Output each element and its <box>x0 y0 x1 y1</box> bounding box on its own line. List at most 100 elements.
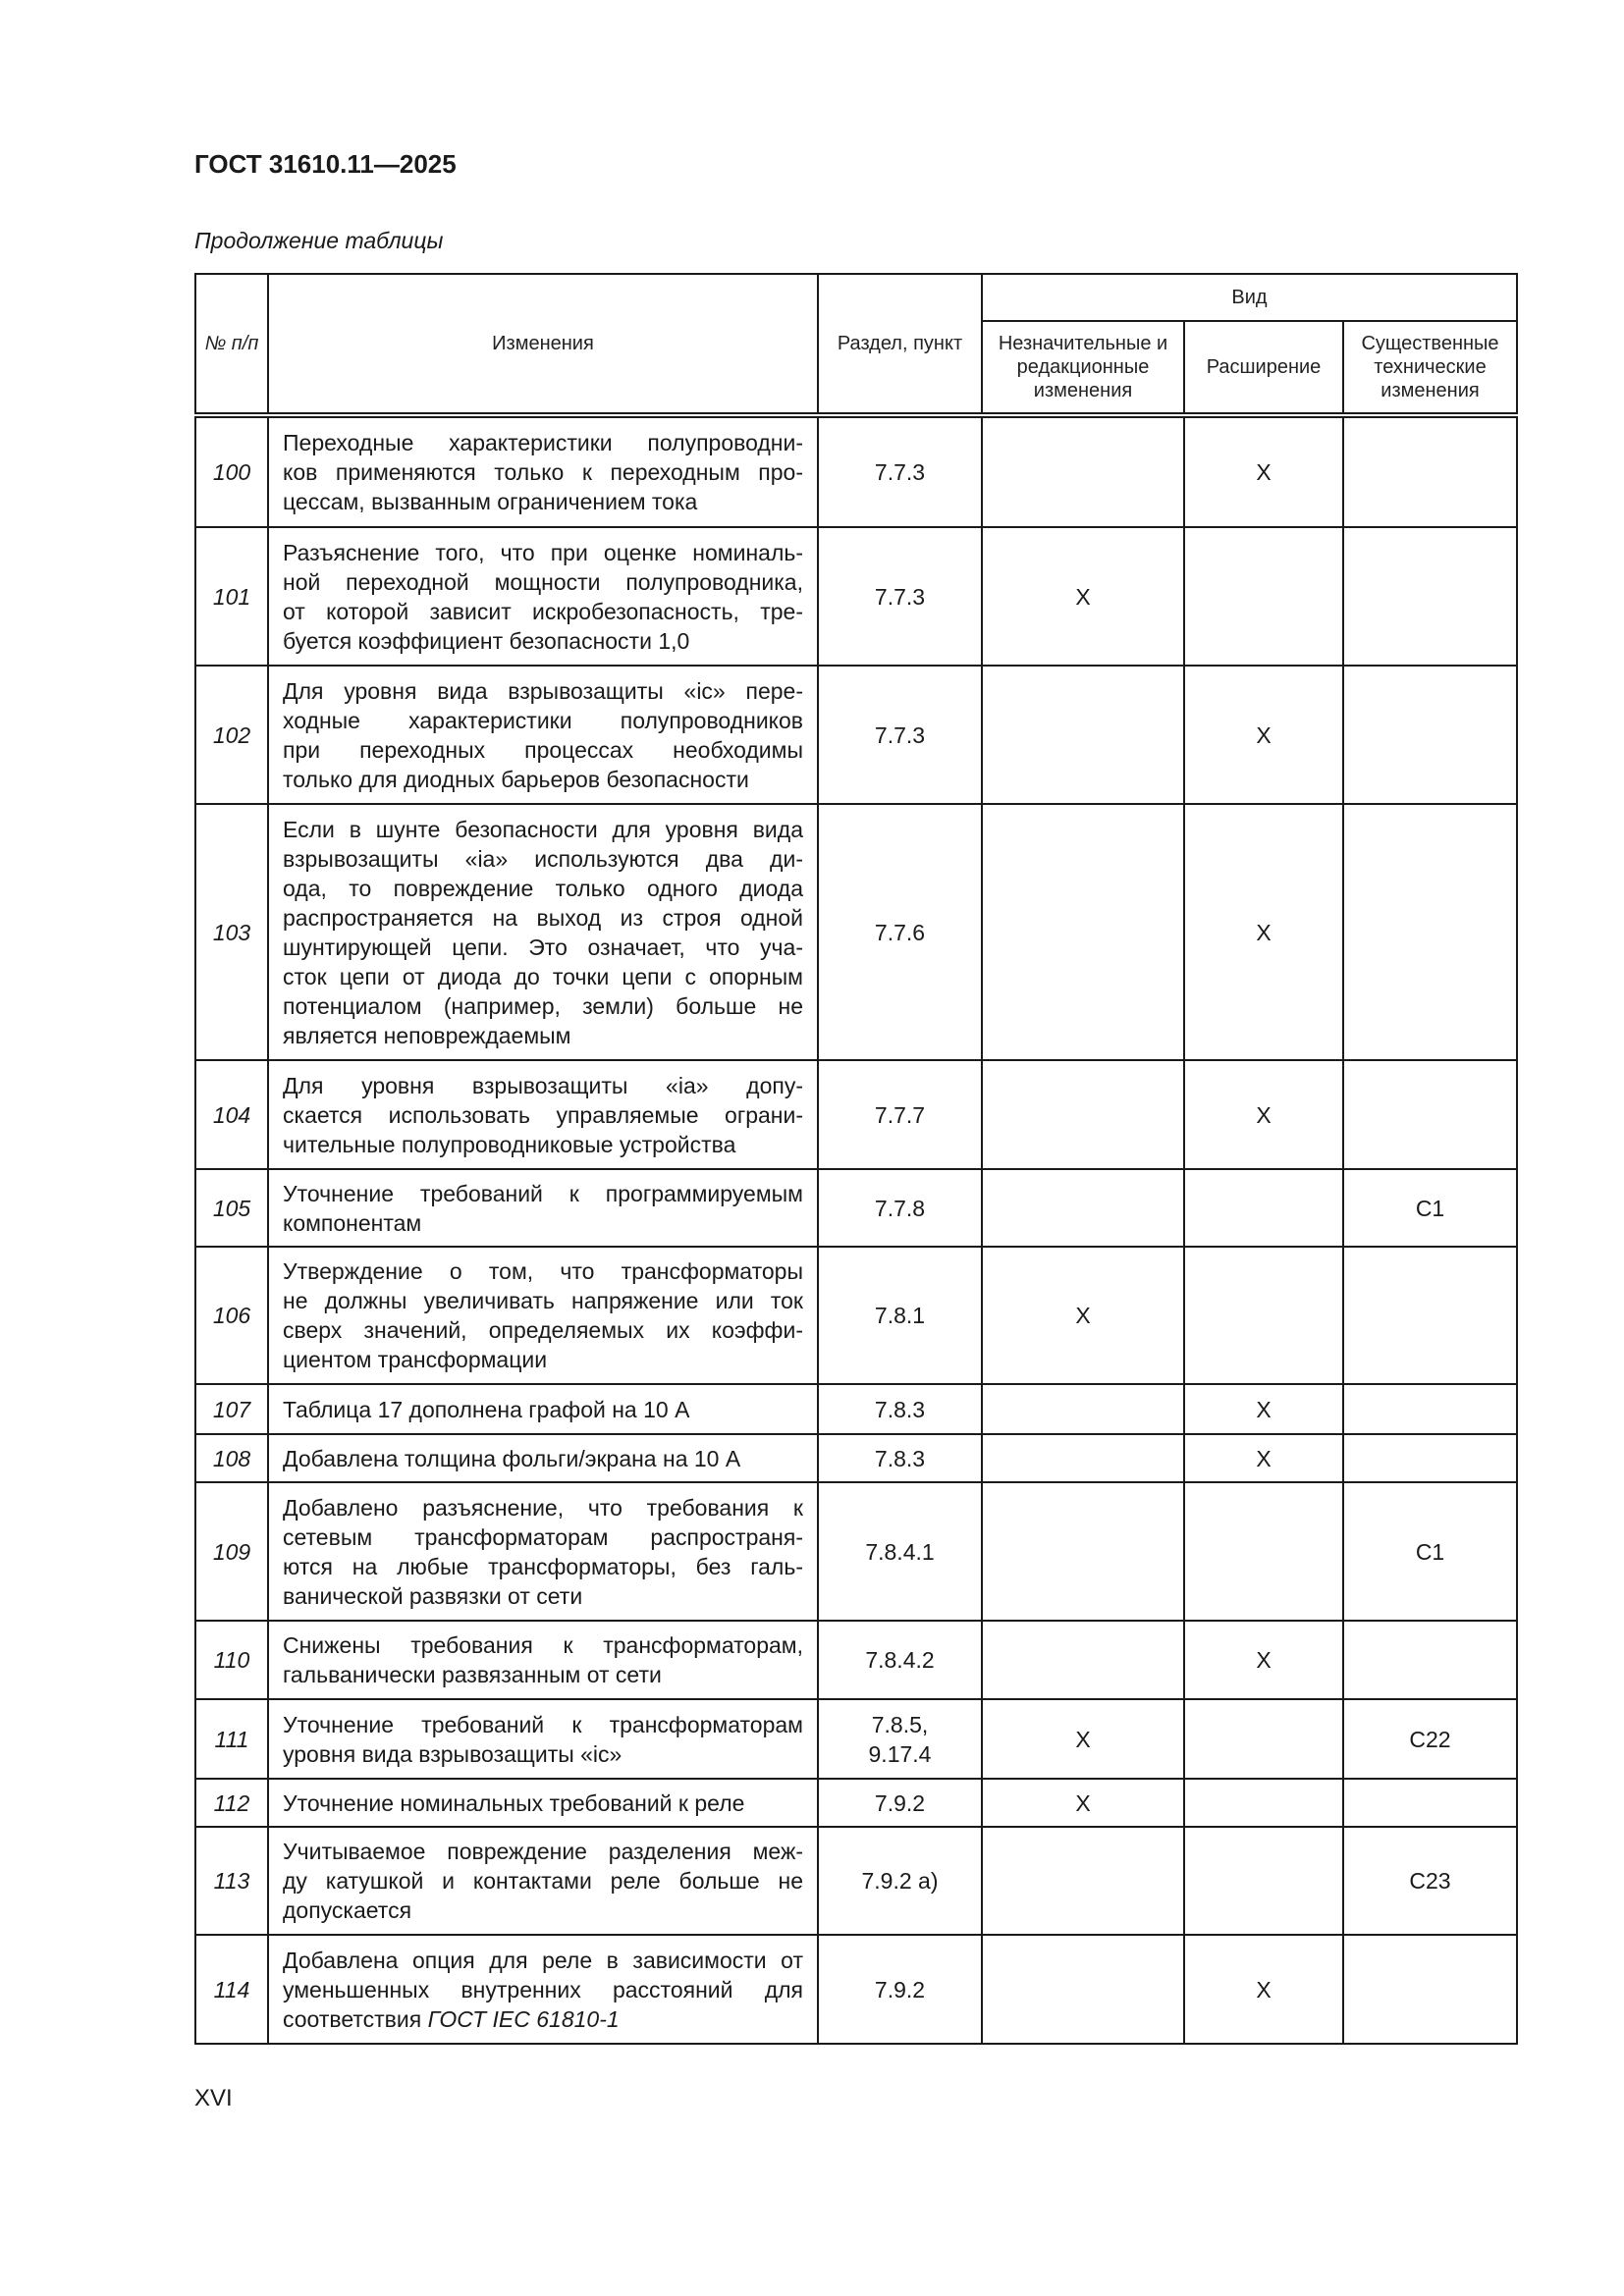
description-text: скается использовать управляемые ограни- <box>283 1101 803 1128</box>
row-number: 111 <box>194 1698 269 1780</box>
description-line: ода, то повреждение только одного диода <box>283 874 803 903</box>
change-description: Разъяснение того, что при оценке номинал… <box>267 526 819 667</box>
document-title: ГОСТ 31610.11—2025 <box>194 149 457 179</box>
description-line: при переходных процессах необходимы <box>283 735 803 765</box>
table-row: 103 Если в шунте безопасности для уровня … <box>194 803 1519 1061</box>
description-text: циентом трансформации <box>283 1347 548 1372</box>
change-description: Учитываемое повреждение разделения меж-д… <box>267 1826 819 1936</box>
table-row: 102 Для уровня вида взрывозащиты «ic» пер… <box>194 665 1519 805</box>
extension-mark: X <box>1183 1934 1344 2045</box>
change-description: Добавлена толщина фольги/экрана на 10 А <box>267 1433 819 1483</box>
description-line: Если в шунте безопасности для уровня вид… <box>283 815 803 844</box>
minor-mark <box>981 803 1185 1061</box>
section-ref: 7.9.2 <box>817 1934 983 2045</box>
minor-mark <box>981 1826 1185 1936</box>
description-text: уровня вида взрывозащиты «ic» <box>283 1740 623 1767</box>
row-number: 107 <box>194 1383 269 1435</box>
section-ref: 7.7.6 <box>817 803 983 1061</box>
change-description: Для уровня взрывозащиты «ia» допу-скаетс… <box>267 1059 819 1170</box>
description-text: чительные полупроводниковые устройства <box>283 1131 736 1157</box>
table-row: 114 Добавлена опция для реле в зависимост… <box>194 1934 1519 2045</box>
major-mark: C1 <box>1341 1168 1519 1248</box>
change-description: Переходные характеристики полупроводни-к… <box>267 412 819 528</box>
major-mark <box>1341 1246 1519 1385</box>
minor-mark <box>981 665 1185 805</box>
section-ref: 7.7.7 <box>817 1059 983 1170</box>
description-line: гальванически развязанным от сети <box>283 1660 803 1689</box>
table-row: 100 Переходные характеристики полупроводн… <box>194 412 1519 528</box>
minor-mark <box>981 1383 1185 1435</box>
header-changes: Изменения <box>267 273 819 416</box>
row-number: 106 <box>194 1246 269 1385</box>
description-text: цессам, вызванным ограничением тока <box>283 489 698 514</box>
header-minor: Незначительные и редакционные изменения <box>981 320 1185 416</box>
description-text: Для уровня вида взрывозащиты «ic» пере- <box>283 677 803 704</box>
description-line: только для диодных барьеров безопасности <box>283 765 803 794</box>
row-number: 114 <box>194 1934 269 2045</box>
table-row: 106 Утверждение о том, что трансформаторы… <box>194 1246 1519 1385</box>
extension-mark <box>1183 526 1344 667</box>
change-description: Добавлена опция для реле в зависимости о… <box>267 1934 819 2045</box>
section-ref: 7.9.2 a) <box>817 1826 983 1936</box>
description-text: от которой зависит искробезопасность, тр… <box>283 598 803 624</box>
section-ref: 7.7.3 <box>817 412 983 528</box>
row-number: 105 <box>194 1168 269 1248</box>
extension-mark: X <box>1183 1383 1344 1435</box>
description-line: Учитываемое повреждение разделения меж- <box>283 1837 803 1866</box>
description-text: сетевым трансформаторам распространя- <box>283 1523 803 1550</box>
section-ref: 7.8.3 <box>817 1433 983 1483</box>
description-line: Для уровня вида взрывозащиты «ic» пере- <box>283 676 803 706</box>
description-text: ной переходной мощности полупроводника, <box>283 568 803 595</box>
description-text: взрывозащиты «ia» используются два ди- <box>283 845 803 872</box>
description-line: Уточнение требований к трансформаторам <box>283 1710 803 1739</box>
table-row: 110 Снижены требования к трансформаторам,… <box>194 1620 1519 1700</box>
description-text: допускается <box>283 1897 412 1923</box>
row-number: 103 <box>194 803 269 1061</box>
description-line: Переходные характеристики полупроводни- <box>283 428 803 457</box>
major-mark <box>1341 526 1519 667</box>
change-description: Уточнение требований к программируемым ко… <box>267 1168 819 1248</box>
description-line: Уточнение требований к программируемым <box>283 1179 803 1208</box>
description-line: является неповреждаемым <box>283 1021 803 1050</box>
header-section: Раздел, пункт <box>817 273 983 416</box>
change-description: Таблица 17 дополнена графой на 10 А <box>267 1383 819 1435</box>
description-text: гальванически развязанным от сети <box>283 1662 662 1687</box>
extension-mark <box>1183 1698 1344 1780</box>
extension-mark <box>1183 1826 1344 1936</box>
description-text: сверх значений, определяемых их коэффи- <box>283 1317 803 1343</box>
description-line: сверх значений, определяемых их коэффи- <box>283 1315 803 1345</box>
major-mark <box>1341 1383 1519 1435</box>
extension-mark <box>1183 1481 1344 1622</box>
description-text: распространяется на выход из строя одной <box>283 904 803 931</box>
description-text: ода, то повреждение только одного диода <box>283 875 803 901</box>
description-text: уменьшенных внутренних расстояний для <box>283 1976 803 2002</box>
description-text: Снижены требования к трансформаторам, <box>283 1632 803 1658</box>
row-number: 102 <box>194 665 269 805</box>
minor-mark <box>981 412 1185 528</box>
change-description: Если в шунте безопасности для уровня вид… <box>267 803 819 1061</box>
change-description: Для уровня вида взрывозащиты «ic» пере-х… <box>267 665 819 805</box>
description-line: взрывозащиты «ia» используются два ди- <box>283 844 803 874</box>
table-row: 109 Добавлено разъяснение, что требования… <box>194 1481 1519 1622</box>
change-description: Уточнение номинальных требований к реле <box>267 1778 819 1828</box>
description-line: ду катушкой и контактами реле больше не <box>283 1866 803 1896</box>
section-ref: 7.8.4.2 <box>817 1620 983 1700</box>
table-caption: Продолжение таблицы <box>194 228 444 253</box>
description-line: ходные характеристики полупроводников <box>283 706 803 735</box>
major-mark: C22 <box>1341 1698 1519 1780</box>
description-text: является неповреждаемым <box>283 1022 571 1048</box>
table-row: 107 Таблица 17 дополнена графой на 10 А 7.… <box>194 1383 1519 1435</box>
description-line: Таблица 17 дополнена графой на 10 А <box>283 1395 803 1424</box>
description-line: Снижены требования к трансформаторам, <box>283 1630 803 1660</box>
extension-mark: X <box>1183 803 1344 1061</box>
major-mark <box>1341 803 1519 1061</box>
minor-mark <box>981 1168 1185 1248</box>
section-ref: 7.7.8 <box>817 1168 983 1248</box>
description-text: не должны увеличивать напряжение или ток <box>283 1288 803 1313</box>
standard-reference: ГОСТ IEC 61810-1 <box>427 2005 620 2032</box>
description-line: циентом трансформации <box>283 1345 803 1374</box>
major-mark <box>1341 1778 1519 1828</box>
description-line: ков применяются только к переходным про- <box>283 457 803 487</box>
change-description: Утверждение о том, что трансформаторы не … <box>267 1246 819 1385</box>
header-major: Существенные технические изменения <box>1341 320 1519 416</box>
